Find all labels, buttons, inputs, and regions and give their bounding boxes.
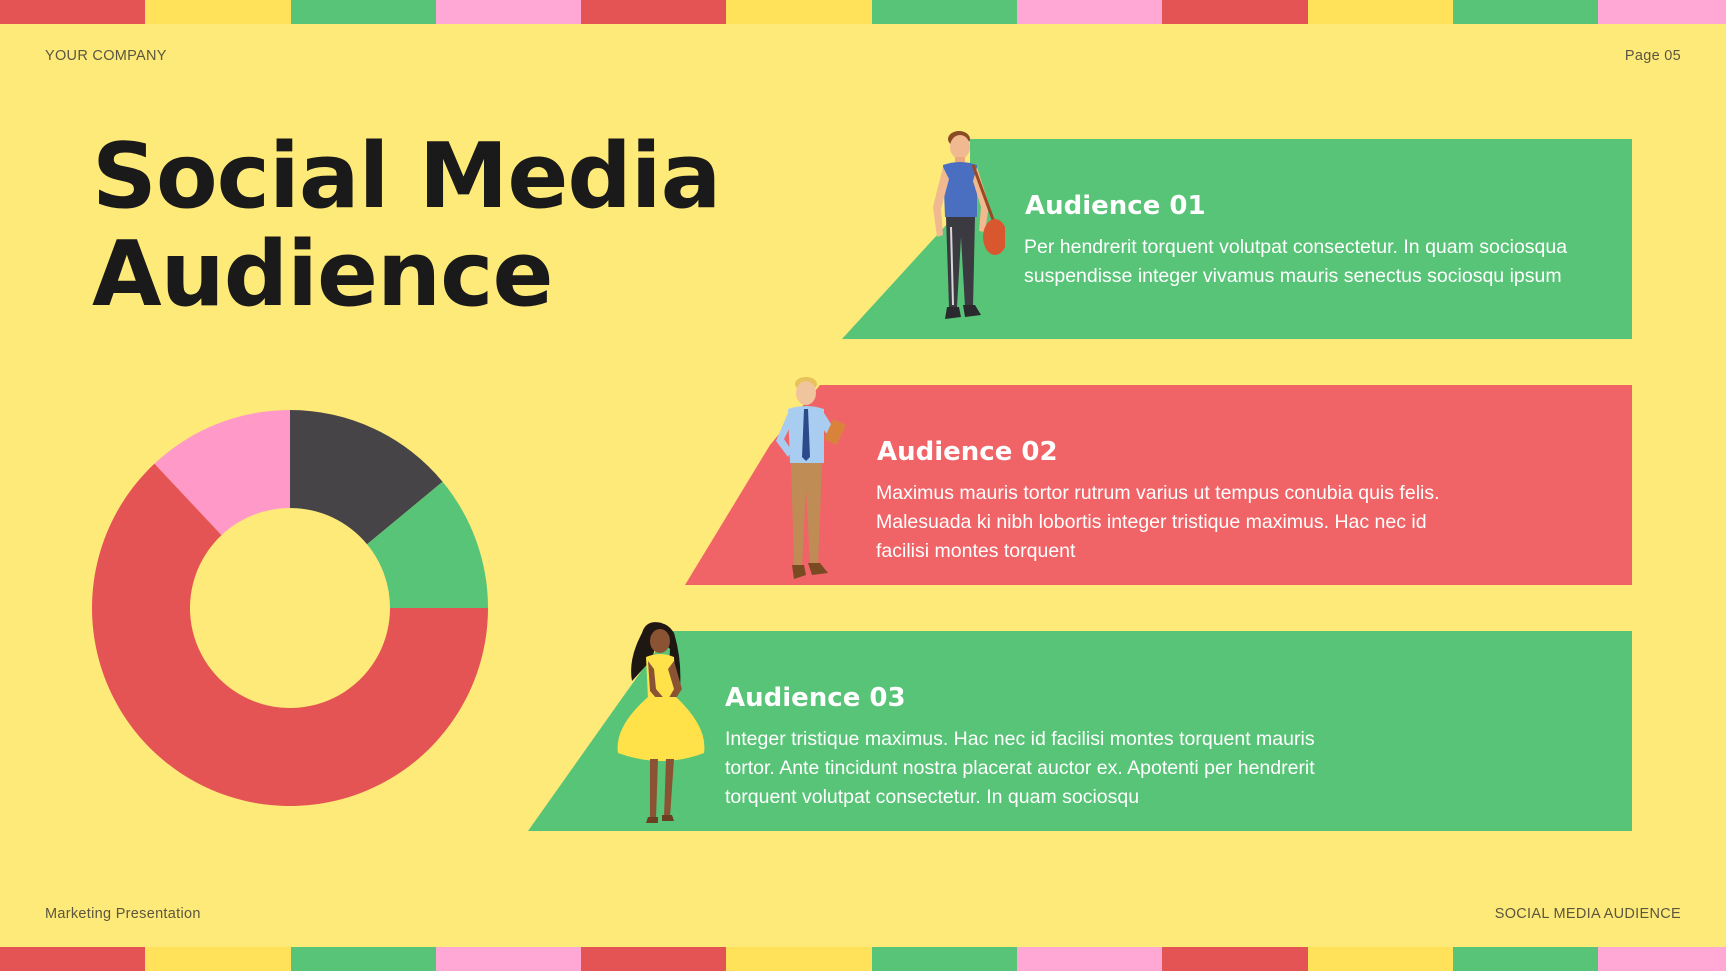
stripe-block — [0, 0, 146, 24]
audience-card-3-background — [528, 631, 1632, 831]
stripe-block — [435, 0, 582, 24]
man-with-bag-icon — [933, 131, 1005, 319]
donut-chart — [92, 410, 488, 806]
donut-segment-1 — [290, 410, 443, 545]
stripe-block — [290, 947, 436, 971]
slide-title-line-2: Audience — [92, 222, 554, 327]
stripe-block — [435, 947, 582, 971]
stripe-block — [1452, 947, 1599, 971]
page-number: Page 05 — [1624, 48, 1681, 64]
stripe-block — [871, 947, 1018, 971]
company-name: YOUR COMPANY — [45, 48, 167, 64]
donut-segment-3 — [92, 463, 488, 806]
man-with-tablet-icon — [776, 377, 846, 579]
stripe-block — [1017, 947, 1163, 971]
stripe-block — [145, 0, 291, 24]
slide-title: Social Media Audience — [92, 124, 721, 327]
audience-card-3-title: Audience 03 — [725, 683, 906, 713]
stripe-block — [1307, 947, 1453, 971]
stripe-block — [1162, 0, 1308, 24]
donut-segment-4 — [154, 410, 290, 536]
stripe-block — [1598, 947, 1726, 971]
audience-card-2-title: Audience 02 — [877, 437, 1058, 467]
stripe-block — [1307, 0, 1453, 24]
audience-card-2-background — [685, 385, 1632, 585]
top-color-stripe — [0, 0, 1726, 24]
audience-card-1-title: Audience 01 — [1025, 191, 1206, 221]
audience-card-1-shape — [842, 139, 1632, 339]
footer-section-name: SOCIAL MEDIA AUDIENCE — [1494, 906, 1681, 922]
woman-in-yellow-dress-icon — [617, 622, 705, 823]
stripe-block — [290, 0, 436, 24]
donut-segment-2 — [367, 481, 488, 608]
audience-card-1: Audience 01 Per hendrerit torquent volut… — [0, 131, 1726, 339]
slide-title-line-1: Social Media — [92, 124, 721, 229]
stripe-block — [581, 0, 727, 24]
audience-card-3-text: Integer tristique maximus. Hac nec id fa… — [725, 728, 1315, 808]
audience-card-3: Audience 03 Integer tristique maximus. H… — [0, 622, 1726, 831]
stripe-block — [145, 947, 291, 971]
audience-card-1-text: Per hendrerit torquent volutpat consecte… — [1024, 236, 1568, 287]
bottom-color-stripe — [0, 947, 1726, 971]
audience-card-2: Audience 02 Maximus mauris tortor rutrum… — [0, 377, 1726, 585]
stripe-block — [1162, 947, 1308, 971]
stripe-block — [581, 947, 727, 971]
stripe-block — [1452, 0, 1599, 24]
stripe-block — [0, 947, 146, 971]
stripe-block — [871, 0, 1018, 24]
footer-presentation-name: Marketing Presentation — [45, 906, 201, 922]
audience-card-3-shape — [528, 631, 1632, 831]
stripe-block — [726, 0, 872, 24]
stripe-block — [1598, 0, 1726, 24]
stripe-block — [1017, 0, 1163, 24]
audience-card-1-background — [842, 139, 1632, 339]
stripe-block — [726, 947, 872, 971]
audience-card-2-shape — [685, 385, 1632, 585]
audience-card-2-text: Maximus mauris tortor rutrum varius ut t… — [876, 482, 1440, 562]
